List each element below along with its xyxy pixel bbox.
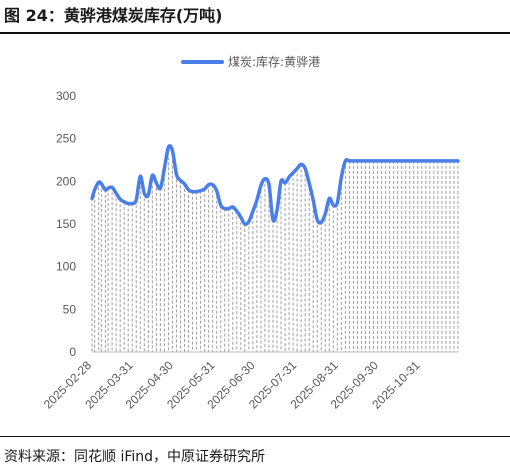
y-tick-label: 300	[56, 89, 76, 103]
chart: 煤炭:库存:黄骅港 0 50 100 150 200 250 300 2025-02-282…	[41, 54, 460, 412]
y-tick-label: 200	[56, 174, 76, 188]
title-divider	[0, 32, 510, 34]
y-axis-ticks: 0 50 100 150 200 250 300	[56, 89, 76, 359]
source-note: 资料来源：同花顺 iFind，中原证券研究所	[4, 449, 266, 465]
x-axis-ticks: 2025-02-282025-03-312025-04-302025-05-31…	[41, 358, 423, 412]
y-tick-label: 0	[69, 345, 76, 359]
y-tick-label: 100	[56, 260, 76, 274]
figure-title: 图 24：黄骅港煤炭库存(万吨)	[4, 6, 223, 25]
y-tick-label: 50	[63, 302, 77, 316]
legend: 煤炭:库存:黄骅港	[181, 54, 320, 69]
series-line	[90, 144, 460, 226]
y-tick-label: 250	[56, 132, 76, 146]
drop-lines	[91, 147, 459, 352]
y-tick-label: 150	[56, 217, 76, 231]
source-divider	[0, 436, 510, 437]
legend-label: 煤炭:库存:黄骅港	[228, 54, 320, 69]
